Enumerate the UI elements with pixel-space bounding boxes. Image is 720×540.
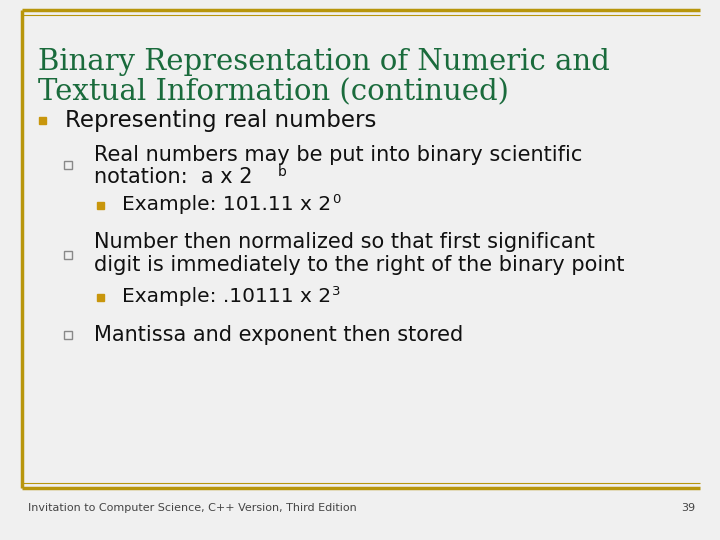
Bar xyxy=(38,117,45,124)
Text: Mantissa and exponent then stored: Mantissa and exponent then stored xyxy=(94,325,463,345)
Text: Representing real numbers: Representing real numbers xyxy=(65,109,377,132)
Text: Binary Representation of Numeric and: Binary Representation of Numeric and xyxy=(38,48,610,76)
Text: 0: 0 xyxy=(333,193,341,206)
Text: Real numbers may be put into binary scientific: Real numbers may be put into binary scie… xyxy=(94,145,582,165)
Text: 39: 39 xyxy=(681,503,695,513)
Text: Invitation to Computer Science, C++ Version, Third Edition: Invitation to Computer Science, C++ Vers… xyxy=(28,503,356,513)
Text: Textual Information (continued): Textual Information (continued) xyxy=(38,78,509,106)
Bar xyxy=(64,331,72,339)
Bar xyxy=(96,201,104,208)
Text: b: b xyxy=(277,165,287,179)
Bar xyxy=(96,294,104,300)
Text: Example: .10111 x 2: Example: .10111 x 2 xyxy=(122,287,331,307)
Bar xyxy=(64,161,72,169)
Text: notation:  a x 2: notation: a x 2 xyxy=(94,167,253,187)
Text: Number then normalized so that first significant: Number then normalized so that first sig… xyxy=(94,232,595,252)
Text: digit is immediately to the right of the binary point: digit is immediately to the right of the… xyxy=(94,255,624,275)
Text: Example: 101.11 x 2: Example: 101.11 x 2 xyxy=(122,195,331,214)
Text: 3: 3 xyxy=(333,286,341,299)
Bar xyxy=(64,251,72,259)
